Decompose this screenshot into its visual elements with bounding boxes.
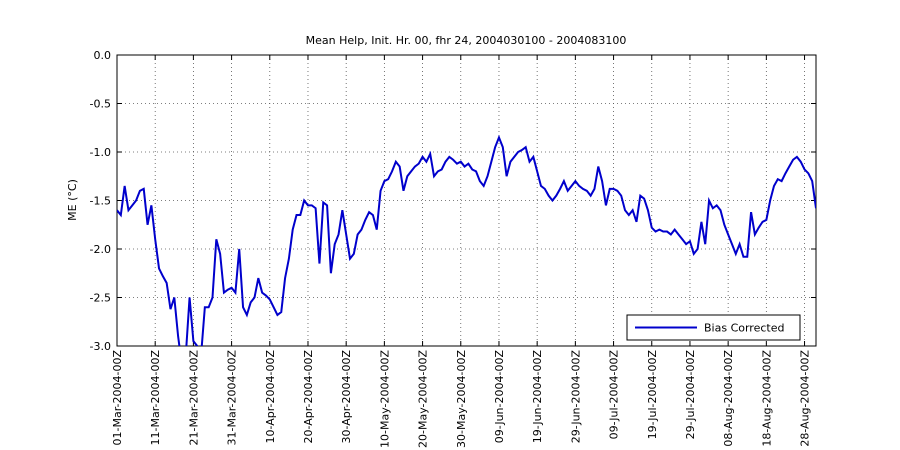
plot-frame (116, 54, 817, 347)
y-tick-label: 0.0 (94, 49, 112, 62)
x-tick-label: 18-Aug-2004-00Z (760, 350, 773, 447)
y-tick-label: -2.5 (90, 292, 111, 305)
y-tick-label: -0.5 (90, 98, 111, 111)
x-tick-label: 20-May-2004-00Z (417, 350, 430, 448)
y-tick-label: -1.0 (90, 146, 111, 159)
y-axis-label: ME (°C) (66, 179, 79, 221)
y-tick-label: -2.0 (90, 243, 111, 256)
series-group (117, 134, 816, 346)
x-tick-label: 08-Aug-2004-00Z (722, 350, 735, 447)
x-tick-label: 21-Mar-2004-00Z (187, 350, 200, 446)
x-tick-label: 20-Apr-2004-00Z (302, 350, 315, 444)
x-tick-label: 31-Mar-2004-00Z (226, 350, 239, 446)
x-tick-label: 09-Jun-2004-00Z (493, 350, 506, 444)
x-tick-label: 10-Apr-2004-00Z (264, 350, 277, 444)
y-tick-label: -3.0 (90, 340, 111, 353)
x-tick-label: 29-Jul-2004-00Z (684, 350, 697, 440)
x-tick-label: 09-Jul-2004-00Z (608, 350, 621, 440)
x-tick-label: 30-May-2004-00Z (455, 350, 468, 448)
x-tick-label: 10-May-2004-00Z (378, 350, 391, 448)
legend-label: Bias Corrected (704, 322, 784, 335)
series-line (117, 134, 816, 346)
x-tick-label: 29-Jun-2004-00Z (569, 350, 582, 444)
x-tick-label: 01-Mar-2004-00Z (111, 350, 124, 446)
x-tick-label: 11-Mar-2004-00Z (149, 350, 162, 446)
x-tick-label: 30-Apr-2004-00Z (340, 350, 353, 444)
x-tick-label: 19-Jul-2004-00Z (646, 350, 659, 440)
y-tick-label: -1.5 (90, 195, 111, 208)
x-tick-label: 28-Aug-2004-00Z (799, 350, 812, 447)
chart-title: Mean Help, Init. Hr. 00, fhr 24, 2004030… (306, 34, 627, 47)
x-tick-label: 19-Jun-2004-00Z (531, 350, 544, 444)
